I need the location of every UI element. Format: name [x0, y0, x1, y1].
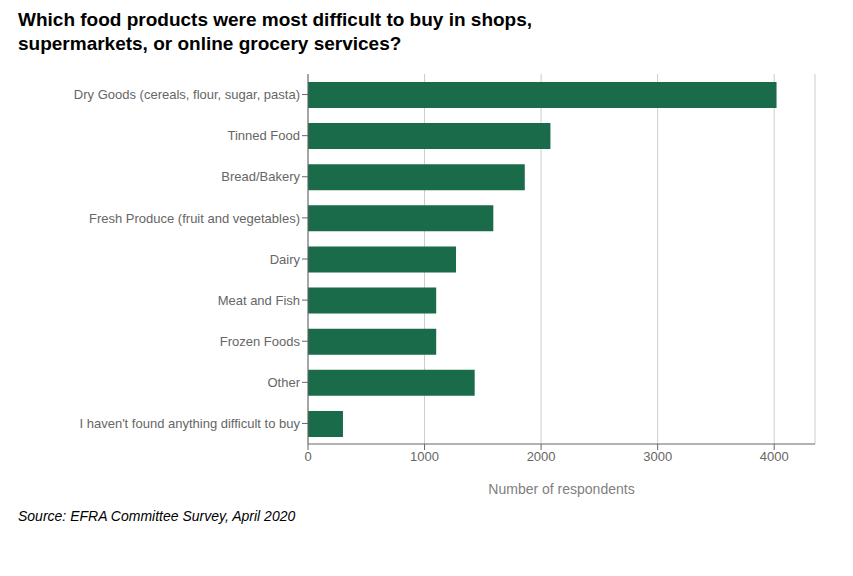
svg-text:Tinned Food: Tinned Food — [227, 128, 300, 143]
svg-text:1000: 1000 — [410, 449, 439, 464]
svg-text:Dry Goods (cereals, flour, sug: Dry Goods (cereals, flour, sugar, pasta) — [74, 87, 300, 102]
svg-text:0: 0 — [304, 449, 311, 464]
html-text:Source: EFRA Committee Survey,: Source: EFRA Committee Survey, April 202… — [18, 508, 296, 524]
svg-text:Meat and Fish: Meat and Fish — [218, 293, 300, 308]
svg-text:3000: 3000 — [643, 449, 672, 464]
svg-text:4000: 4000 — [760, 449, 789, 464]
html-text:Which food products were most: Which food products were most difficult … — [18, 9, 533, 54]
svg-text:I haven't found anything diffi: I haven't found anything difficult to bu… — [79, 416, 300, 431]
svg-text:Frozen Foods: Frozen Foods — [220, 334, 301, 349]
svg-text:2000: 2000 — [527, 449, 556, 464]
svg-text:Other: Other — [267, 375, 300, 390]
svg-text:Fresh Produce (fruit and veget: Fresh Produce (fruit and vegetables) — [89, 211, 300, 226]
svg-text:Bread/Bakery: Bread/Bakery — [221, 169, 300, 184]
svg-text:Number of respondents: Number of respondents — [488, 481, 634, 497]
svg-text:Dairy: Dairy — [270, 252, 301, 267]
